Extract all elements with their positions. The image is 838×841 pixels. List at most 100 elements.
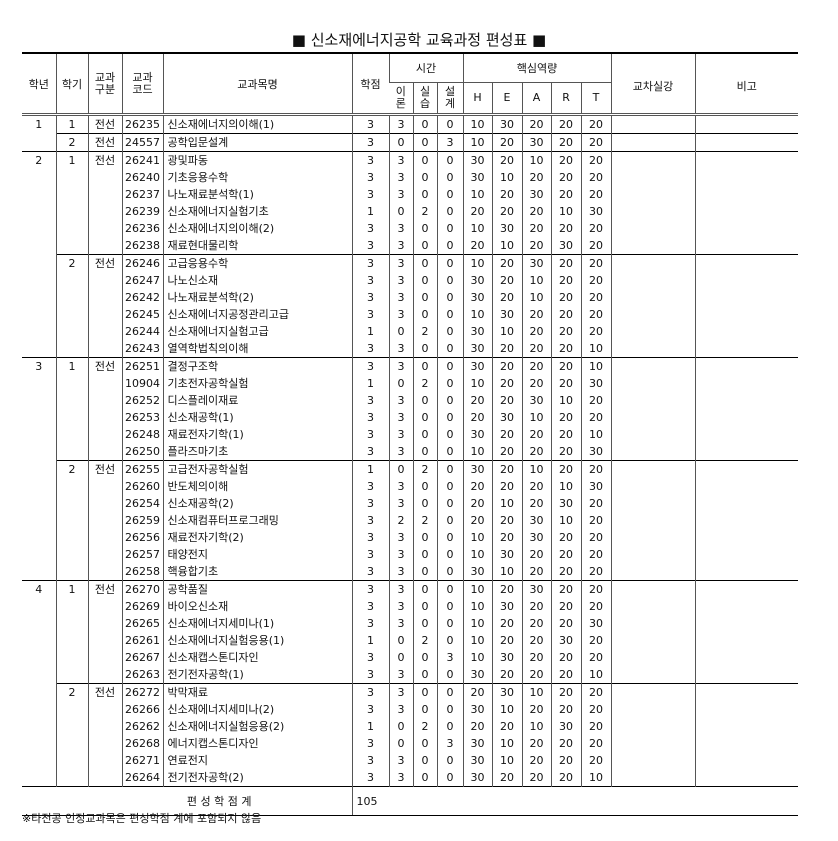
a-cell: 20 bbox=[521, 306, 552, 323]
cross-cell bbox=[610, 203, 696, 220]
category-cell bbox=[87, 649, 122, 666]
year-cell bbox=[22, 169, 56, 186]
remark-cell bbox=[694, 186, 799, 203]
table-row: 26265 신소재에너지세미나(1) 3 3 0 0 10 20 20 20 30 bbox=[22, 615, 799, 632]
t-cell: 20 bbox=[580, 133, 612, 152]
h-cell: 10 bbox=[462, 133, 493, 152]
r-cell: 20 bbox=[550, 409, 582, 426]
code-cell: 26251 bbox=[121, 357, 163, 375]
h-cell: 20 bbox=[462, 718, 493, 735]
credits-cell: 3 bbox=[351, 495, 389, 512]
e-cell: 20 bbox=[491, 151, 523, 169]
header-remark: 비고 bbox=[694, 52, 799, 115]
table-row: 26253 신소재공학(1) 3 3 0 0 20 30 10 20 20 bbox=[22, 409, 799, 426]
a-cell: 20 bbox=[521, 666, 552, 684]
category-cell bbox=[87, 512, 122, 529]
category-cell bbox=[87, 735, 122, 752]
e-cell: 20 bbox=[491, 254, 523, 272]
r-cell: 30 bbox=[550, 632, 582, 649]
cross-cell bbox=[610, 495, 696, 512]
t-cell: 30 bbox=[580, 375, 612, 392]
year-cell bbox=[22, 220, 56, 237]
cross-cell bbox=[610, 718, 696, 735]
credits-cell: 3 bbox=[351, 254, 389, 272]
practice-cell: 0 bbox=[412, 220, 437, 237]
credits-cell: 3 bbox=[351, 478, 389, 495]
semester-cell bbox=[55, 203, 88, 220]
header-practice: 실 습 bbox=[412, 82, 437, 115]
name-cell: 신소재에너지실험기초 bbox=[162, 203, 352, 220]
e-cell: 20 bbox=[491, 512, 523, 529]
r-cell: 10 bbox=[550, 203, 582, 220]
design-cell: 0 bbox=[436, 495, 464, 512]
credits-cell: 3 bbox=[351, 151, 389, 169]
semester-cell: 1 bbox=[55, 580, 88, 598]
year-cell bbox=[22, 186, 56, 203]
code-cell: 26253 bbox=[121, 409, 163, 426]
cross-cell bbox=[610, 752, 696, 769]
table-row: 2 전선 24557 공학입문설계 3 0 0 3 10 20 30 20 20 bbox=[22, 133, 799, 152]
category-cell bbox=[87, 392, 122, 409]
theory-cell: 3 bbox=[388, 357, 413, 375]
remark-cell bbox=[694, 289, 799, 306]
name-cell: 신소재에너지실험응용(1) bbox=[162, 632, 352, 649]
theory-cell: 3 bbox=[388, 752, 413, 769]
design-cell: 3 bbox=[436, 735, 464, 752]
design-cell: 0 bbox=[436, 392, 464, 409]
practice-cell: 0 bbox=[412, 114, 437, 134]
header-design: 설 계 bbox=[436, 82, 464, 115]
a-cell: 30 bbox=[521, 254, 552, 272]
header-e: E bbox=[491, 82, 523, 115]
credits-cell: 1 bbox=[351, 375, 389, 392]
year-cell bbox=[22, 529, 56, 546]
practice-cell: 0 bbox=[412, 133, 437, 152]
a-cell: 20 bbox=[521, 598, 552, 615]
name-cell: 재료전자기학(1) bbox=[162, 426, 352, 443]
table-row: 26271 연료전지 3 3 0 0 30 10 20 20 20 bbox=[22, 752, 799, 769]
h-cell: 10 bbox=[462, 649, 493, 666]
semester-cell bbox=[55, 392, 88, 409]
semester-cell bbox=[55, 478, 88, 495]
e-cell: 20 bbox=[491, 615, 523, 632]
cross-cell bbox=[610, 409, 696, 426]
code-cell: 26252 bbox=[121, 392, 163, 409]
table-row: 26252 디스플레이재료 3 3 0 0 20 20 30 10 20 bbox=[22, 392, 799, 409]
course-rows: 1 1 전선 26235 신소재에너지의이해(1) 3 3 0 0 10 30 20 20 20 2 전선 24… bbox=[22, 114, 799, 787]
t-cell: 20 bbox=[580, 392, 612, 409]
h-cell: 30 bbox=[462, 752, 493, 769]
semester-cell bbox=[55, 169, 88, 186]
t-cell: 20 bbox=[580, 272, 612, 289]
r-cell: 30 bbox=[550, 237, 582, 255]
a-cell: 30 bbox=[521, 512, 552, 529]
semester-cell bbox=[55, 546, 88, 563]
h-cell: 30 bbox=[462, 357, 493, 375]
h-cell: 10 bbox=[462, 254, 493, 272]
credits-cell: 3 bbox=[351, 683, 389, 701]
e-cell: 20 bbox=[491, 666, 523, 684]
remark-cell bbox=[694, 375, 799, 392]
h-cell: 30 bbox=[462, 426, 493, 443]
t-cell: 20 bbox=[580, 580, 612, 598]
code-cell: 26247 bbox=[121, 272, 163, 289]
table-row: 26268 에너지캡스톤디자인 3 0 0 3 30 10 20 20 20 bbox=[22, 735, 799, 752]
practice-cell: 0 bbox=[412, 289, 437, 306]
name-cell: 기초응용수학 bbox=[162, 169, 352, 186]
e-cell: 20 bbox=[491, 443, 523, 461]
remark-cell bbox=[694, 666, 799, 684]
credits-cell: 3 bbox=[351, 340, 389, 358]
e-cell: 20 bbox=[491, 340, 523, 358]
semester-cell: 2 bbox=[55, 460, 88, 478]
credits-cell: 3 bbox=[351, 114, 389, 134]
a-cell: 30 bbox=[521, 580, 552, 598]
year-cell bbox=[22, 546, 56, 563]
name-cell: 플라즈마기초 bbox=[162, 443, 352, 461]
design-cell: 0 bbox=[436, 478, 464, 495]
year-cell bbox=[22, 306, 56, 323]
table-row: 26269 바이오신소재 3 3 0 0 10 30 20 20 20 bbox=[22, 598, 799, 615]
name-cell: 신소재에너지세미나(2) bbox=[162, 701, 352, 718]
theory-cell: 3 bbox=[388, 289, 413, 306]
r-cell: 20 bbox=[550, 306, 582, 323]
code-cell: 26238 bbox=[121, 237, 163, 255]
e-cell: 20 bbox=[491, 289, 523, 306]
